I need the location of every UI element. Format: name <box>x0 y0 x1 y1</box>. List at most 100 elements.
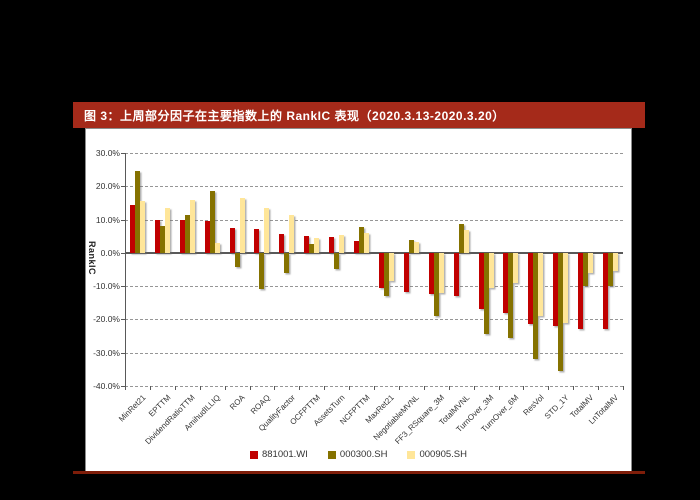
legend-label: 000905.SH <box>419 449 468 460</box>
bar <box>608 252 614 287</box>
gridline <box>125 286 623 288</box>
bar <box>204 221 210 253</box>
bar <box>229 227 235 253</box>
x-axis-tick <box>548 386 550 390</box>
bar <box>289 214 295 253</box>
x-axis-tick <box>498 386 500 390</box>
y-tick-label: 30.0% <box>95 148 120 158</box>
x-axis-tick <box>573 386 575 390</box>
bar <box>433 252 439 317</box>
y-tick-label: -30.0% <box>93 347 120 358</box>
y-tick-label: 10.0% <box>95 214 120 225</box>
x-axis-tick <box>149 386 151 390</box>
legend: 881001.WI 000300.SH 000905.SH <box>86 449 631 460</box>
x-axis-label: ROAQ <box>248 393 272 417</box>
bottom-border-rule <box>73 471 645 474</box>
bar <box>184 214 190 253</box>
y-axis-tick <box>121 219 125 221</box>
bar <box>478 252 484 310</box>
y-tick-label: 20.0% <box>95 181 120 192</box>
x-axis-label: MinRet21 <box>116 393 148 424</box>
legend-item: 881001.WI <box>249 449 308 460</box>
x-axis-tick <box>299 386 301 390</box>
x-axis-tick <box>523 386 525 390</box>
chart-panel: RankIC 881001.WI 000300.SH 000905.SH 30.0%… <box>85 128 632 473</box>
bar <box>558 252 564 371</box>
bar <box>129 204 135 253</box>
y-tick-label: 0.0% <box>100 247 120 258</box>
bar <box>189 200 195 253</box>
x-axis-tick <box>448 386 450 390</box>
bar <box>503 252 509 313</box>
bar <box>378 252 384 288</box>
bar <box>339 234 345 253</box>
bar <box>279 233 285 253</box>
gridline <box>125 352 623 354</box>
x-axis-tick <box>249 386 251 390</box>
bar <box>603 252 609 330</box>
bar <box>284 252 290 273</box>
bar <box>408 239 414 253</box>
legend-item: 000300.SH <box>327 449 388 460</box>
gridline <box>125 186 623 188</box>
bar <box>438 252 444 294</box>
x-axis-tick <box>224 386 226 390</box>
y-axis-tick <box>121 252 125 254</box>
bar <box>254 228 260 253</box>
legend-swatch <box>249 450 258 459</box>
bar <box>179 219 185 253</box>
gridline <box>125 319 623 321</box>
bar <box>533 252 539 360</box>
y-axis-tick <box>121 352 125 354</box>
bar <box>583 252 589 287</box>
bar <box>488 252 494 288</box>
x-axis-label: ROA <box>228 393 247 412</box>
bar <box>139 201 145 253</box>
bar <box>413 242 419 253</box>
bar <box>538 252 544 317</box>
bar <box>613 252 619 272</box>
x-axis-tick <box>398 386 400 390</box>
x-axis-tick <box>274 386 276 390</box>
bar <box>334 252 340 270</box>
y-tick-label: -10.0% <box>93 281 120 292</box>
legend-label: 000300.SH <box>339 449 388 460</box>
bar <box>304 236 310 253</box>
y-axis-title: RankIC <box>87 241 97 276</box>
bar <box>513 252 519 283</box>
bar <box>383 252 389 297</box>
bar <box>239 197 245 253</box>
gridline <box>125 219 623 221</box>
x-axis-tick <box>125 386 126 390</box>
bar <box>458 223 464 253</box>
bar <box>154 219 160 253</box>
x-axis-tick <box>349 386 351 390</box>
x-axis-tick <box>473 386 475 390</box>
bar <box>309 243 315 253</box>
bar <box>483 252 489 335</box>
bar <box>578 252 584 330</box>
bar <box>234 252 240 268</box>
legend-item: 000905.SH <box>407 449 467 460</box>
bar <box>453 252 459 297</box>
gridline <box>125 153 623 154</box>
x-axis-tick <box>174 386 176 390</box>
zero-line <box>125 251 623 254</box>
x-axis-tick <box>423 386 425 390</box>
bar <box>259 252 265 290</box>
bar <box>508 252 514 338</box>
x-axis-tick <box>374 386 375 390</box>
bar <box>159 226 165 253</box>
figure-title-bar: 图 3：上周部分因子在主要指数上的 RankIC 表现（2020.3.13-20… <box>73 102 645 128</box>
y-axis-tick <box>121 286 125 288</box>
bar <box>329 237 335 253</box>
y-axis-tick <box>121 386 125 387</box>
bar <box>134 171 140 253</box>
bar <box>354 240 360 253</box>
y-tick-label: -40.0% <box>93 381 120 391</box>
y-axis-tick <box>121 186 125 188</box>
bar <box>563 252 569 323</box>
x-axis-tick <box>598 386 600 390</box>
bar <box>428 252 434 295</box>
